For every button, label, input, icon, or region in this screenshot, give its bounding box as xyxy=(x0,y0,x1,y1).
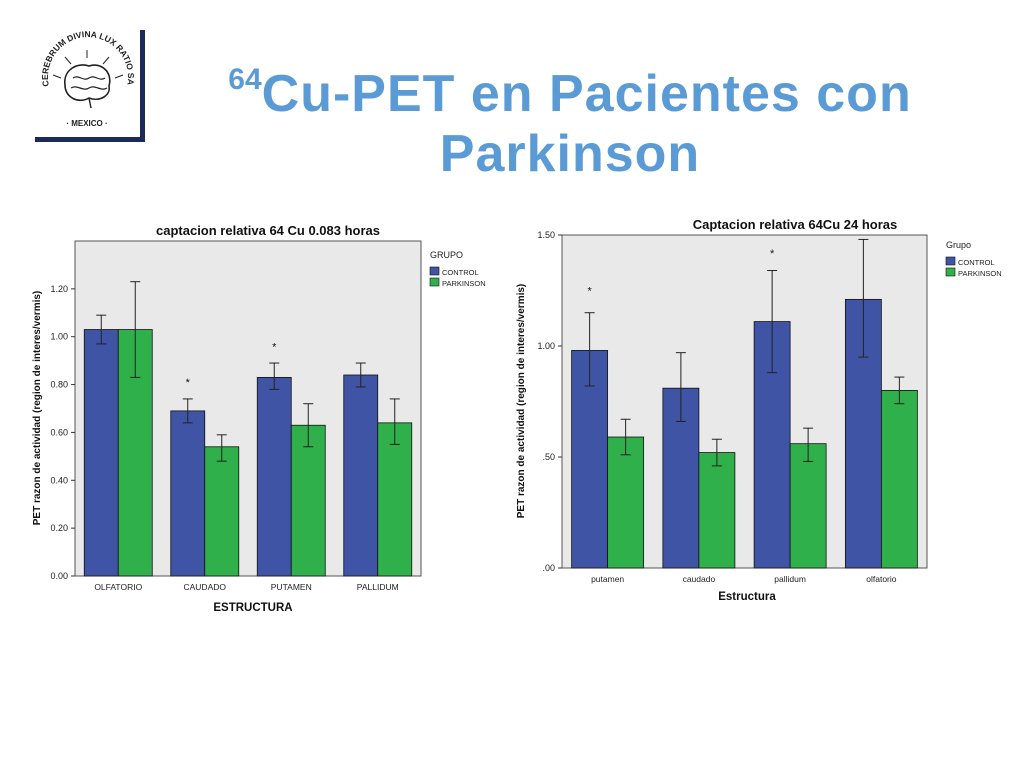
legend-label-control: CONTROL xyxy=(958,258,995,267)
bar-control xyxy=(343,374,379,577)
chart-uptake-24h-svg: Captacion relativa 64Cu 24 horas .00 .50 1.… xyxy=(516,217,1002,603)
y-tick-label: 0.80 xyxy=(50,380,68,390)
significance-marker: * xyxy=(587,286,592,298)
legend-swatch-control xyxy=(945,256,956,266)
bar-parkinson xyxy=(698,452,736,569)
x-tick-label: OLFATORIO xyxy=(94,582,142,592)
x-axis-title: ESTRUCTURA xyxy=(213,602,292,614)
y-tick-label: 1.00 xyxy=(50,332,68,342)
legend-swatch-parkinson xyxy=(945,267,956,277)
x-tick-label: CAUDADO xyxy=(183,582,226,592)
chart-uptake-0083h-svg: captacion relativa 64 Cu 0.083 horas 0.00… xyxy=(32,223,486,614)
x-tick-label: olfatorio xyxy=(866,574,897,584)
y-tick-label: 0.20 xyxy=(50,523,68,533)
legend-swatch-parkinson xyxy=(429,277,440,287)
significance-marker: * xyxy=(272,341,277,353)
bar-parkinson xyxy=(377,422,413,577)
y-axis-title: PET razon de actividad (region de intere… xyxy=(32,291,43,526)
y-axis-title: PET razon de actividad (region de intere… xyxy=(516,284,527,519)
x-tick-label: PUTAMEN xyxy=(271,582,312,592)
bar-parkinson xyxy=(789,443,827,569)
y-tick-label: .50 xyxy=(542,452,555,462)
bar-control xyxy=(170,410,206,577)
x-tick-label: PALLIDUM xyxy=(357,582,399,592)
title-line-1-text: Cu-PET en Pacientes con xyxy=(261,65,912,123)
y-tick-label: 0.60 xyxy=(50,427,68,437)
y-tick-label: 0.00 xyxy=(50,571,68,581)
x-tick-label: putamen xyxy=(591,574,624,584)
title-line-1: 64Cu-PET en Pacientes con xyxy=(180,50,960,124)
title-line-2: Parkinson xyxy=(439,125,701,183)
institution-logo: CEREBRUM DIVINA LUX RATIO SALUS SCIENTIA… xyxy=(35,30,145,142)
legend-label-parkinson: PARKINSON xyxy=(958,269,1002,278)
legend-swatch-control xyxy=(429,266,440,276)
legend-label-control: CONTROL xyxy=(442,268,479,277)
title-superscript: 64 xyxy=(228,63,262,96)
y-tick-label: 1.00 xyxy=(537,341,555,351)
x-axis-title: Estructura xyxy=(718,591,776,603)
significance-marker: * xyxy=(770,248,775,260)
chart-title: Captacion relativa 64Cu 24 horas xyxy=(693,217,897,232)
x-tick-label: caudado xyxy=(683,574,716,584)
bar-control xyxy=(571,350,609,569)
x-tick-label: pallidum xyxy=(774,574,806,584)
bar-parkinson xyxy=(204,446,240,577)
chart-uptake-24h: Captacion relativa 64Cu 24 horas .00 .50 1.… xyxy=(510,213,1015,613)
significance-marker: * xyxy=(186,377,191,389)
y-tick-label: 1.20 xyxy=(50,284,68,294)
bar-parkinson xyxy=(607,436,645,569)
y-tick-label: 0.40 xyxy=(50,475,68,485)
legend-title: GRUPO xyxy=(430,250,463,260)
chart-uptake-0083h: captacion relativa 64 Cu 0.083 horas 0.00… xyxy=(25,215,500,620)
y-tick-label: 1.50 xyxy=(537,230,555,240)
bar-parkinson xyxy=(880,389,918,569)
legend-title: Grupo xyxy=(946,240,971,250)
y-tick-label: .00 xyxy=(542,563,555,573)
bar-control xyxy=(256,376,292,577)
svg-text:· MEXICO ·: · MEXICO · xyxy=(66,119,107,128)
legend-label-parkinson: PARKINSON xyxy=(442,279,486,288)
chart-title: captacion relativa 64 Cu 0.083 horas xyxy=(156,223,380,238)
brain-seal-icon: CEREBRUM DIVINA LUX RATIO SALUS SCIENTIA… xyxy=(35,30,136,128)
slide-title: 64Cu-PET en Pacientes con Parkinson xyxy=(180,50,960,184)
bar-control xyxy=(83,329,119,577)
bar-parkinson xyxy=(290,424,326,577)
